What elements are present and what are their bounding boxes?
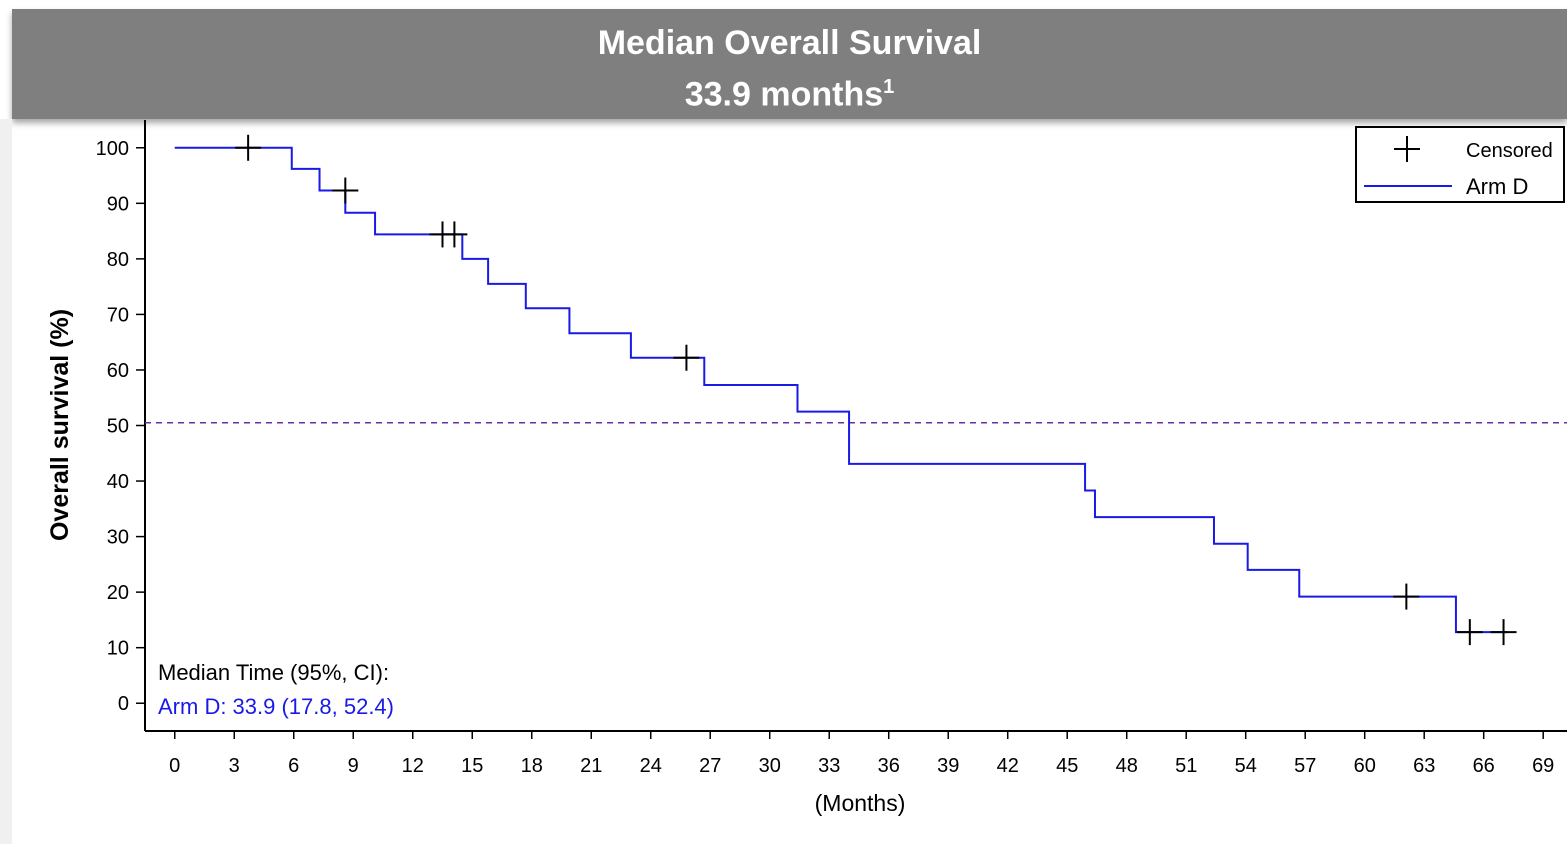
x-tick-label: 30 (759, 755, 781, 777)
legend: Censored Arm D (1355, 126, 1565, 203)
x-tick-label: 9 (348, 755, 359, 777)
censor-mark (673, 344, 700, 371)
x-tick-label: 48 (1116, 755, 1138, 777)
km-curve-arm-d (174, 146, 1508, 634)
censor-mark (1490, 619, 1517, 646)
y-tick-label: 20 (107, 582, 129, 604)
x-tick-label: 42 (997, 755, 1019, 777)
x-tick-label: 60 (1354, 755, 1376, 777)
x-axis-label: (Months) (815, 790, 906, 816)
censor-mark (235, 134, 262, 161)
y-tick-label: 30 (107, 527, 129, 549)
x-tick-label: 15 (461, 755, 483, 777)
x-tick-label: 45 (1056, 755, 1078, 777)
y-axis-label: Overall survival (%) (46, 309, 74, 541)
x-tick-label: 0 (169, 755, 180, 777)
y-tick-label: 70 (107, 304, 129, 326)
x-tick-label: 69 (1532, 755, 1554, 777)
x-tick-label: 66 (1473, 755, 1495, 777)
y-tick-label: 50 (107, 416, 129, 438)
x-tick-label: 51 (1175, 755, 1197, 777)
censor-marks (235, 134, 1517, 646)
x-tick-label: 63 (1413, 755, 1435, 777)
x-tick-label: 33 (818, 755, 840, 777)
censor-mark (1393, 583, 1420, 610)
x-tick-label: 39 (937, 755, 959, 777)
banner-subtitle-value: 33.9 months (684, 75, 884, 114)
banner-footnote-marker: 1 (883, 76, 895, 98)
y-tick-label: 90 (107, 193, 129, 215)
banner-subtitle: 33.9 months1 (12, 65, 1567, 116)
left-edge-strip (0, 119, 12, 844)
x-tick-label: 36 (878, 755, 900, 777)
x-tick-label: 54 (1235, 755, 1257, 777)
x-tick-label: 21 (580, 755, 602, 777)
x-tick-label: 6 (288, 755, 299, 777)
x-tick-label: 18 (521, 755, 543, 777)
y-tick-label: 40 (107, 471, 129, 493)
legend-censored-label: Censored (1466, 140, 1553, 162)
y-axis-ticks: 0 10 20 30 40 50 60 70 80 90 100 (96, 138, 145, 715)
y-tick-label: 60 (107, 360, 129, 382)
y-tick-label: 80 (107, 249, 129, 271)
censor-mark (1456, 619, 1483, 646)
y-tick-label: 0 (118, 693, 129, 715)
censor-mark (332, 177, 359, 204)
x-tick-label: 3 (229, 755, 240, 777)
median-annotation-value: Arm D: 33.9 (17.8, 52.4) (158, 694, 394, 719)
censor-mark (441, 221, 468, 248)
legend-box (1355, 126, 1565, 203)
median-annotation-label: Median Time (95%, CI): (158, 660, 389, 685)
chart-axes (144, 120, 1567, 732)
x-tick-label: 24 (640, 755, 662, 777)
banner-title: Median Overall Survival (597, 24, 982, 62)
x-tick-label: 57 (1294, 755, 1316, 777)
y-tick-label: 100 (96, 138, 129, 160)
x-tick-label: 27 (699, 755, 721, 777)
x-axis-ticks: 0 3 6 9 12 15 18 21 24 27 30 33 36 39 42 45 48 51 54 57 60 63… (169, 731, 1554, 777)
title-banner: Median Overall Survival 33.9 months1 (12, 9, 1567, 119)
x-tick-label: 12 (402, 755, 424, 777)
legend-series-label: Arm D (1466, 174, 1528, 199)
y-tick-label: 10 (107, 638, 129, 660)
